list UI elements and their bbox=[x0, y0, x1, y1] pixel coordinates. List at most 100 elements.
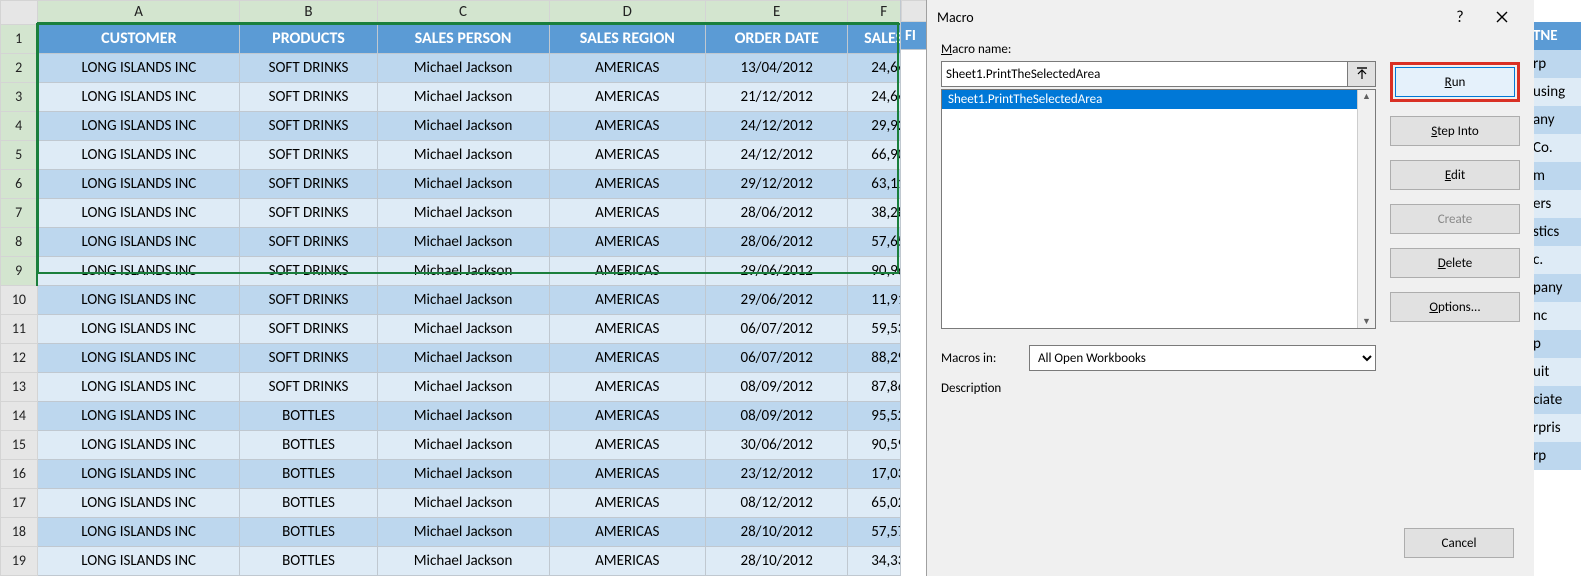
dialog-titlebar[interactable]: Macro ? bbox=[927, 0, 1534, 34]
column-header[interactable]: E bbox=[706, 1, 848, 25]
data-cell[interactable]: BOTTLES bbox=[240, 488, 377, 517]
data-cell[interactable]: Michael Jackson bbox=[377, 314, 549, 343]
data-cell[interactable]: LONG ISLANDS INC bbox=[37, 314, 240, 343]
data-cell[interactable]: Michael Jackson bbox=[377, 459, 549, 488]
cancel-button[interactable]: Cancel bbox=[1404, 528, 1514, 558]
data-cell[interactable]: SOFT DRINKS bbox=[240, 314, 377, 343]
data-cell[interactable]: LONG ISLANDS INC bbox=[37, 401, 240, 430]
macro-name-input[interactable] bbox=[941, 61, 1348, 87]
close-icon bbox=[1496, 11, 1508, 23]
data-cell[interactable]: BOTTLES bbox=[240, 430, 377, 459]
data-cell[interactable]: BOTTLES bbox=[240, 546, 377, 575]
row-header[interactable]: 14 bbox=[1, 401, 38, 430]
row-header[interactable]: 5 bbox=[1, 140, 38, 169]
data-cell[interactable]: AMERICAS bbox=[549, 517, 706, 546]
data-cell[interactable]: LONG ISLANDS INC bbox=[37, 488, 240, 517]
data-cell[interactable]: Michael Jackson bbox=[377, 546, 549, 575]
column-header[interactable]: A bbox=[37, 1, 240, 25]
data-cell[interactable]: AMERICAS bbox=[549, 459, 706, 488]
data-cell[interactable]: SOFT DRINKS bbox=[240, 285, 377, 314]
listbox-scrollbar[interactable]: ▲▼ bbox=[1357, 90, 1375, 328]
data-cell[interactable]: LONG ISLANDS INC bbox=[37, 430, 240, 459]
macros-in-select[interactable]: All Open Workbooks bbox=[1029, 345, 1376, 371]
corner-cell[interactable] bbox=[1, 1, 38, 25]
data-cell[interactable]: Michael Jackson bbox=[377, 372, 549, 401]
data-cell[interactable]: Michael Jackson bbox=[377, 488, 549, 517]
row-header[interactable]: 7 bbox=[1, 198, 38, 227]
options-button[interactable]: Options... bbox=[1390, 292, 1520, 322]
row-header[interactable]: 15 bbox=[1, 430, 38, 459]
data-cell[interactable]: AMERICAS bbox=[549, 401, 706, 430]
data-cell[interactable]: 28/10/2012 bbox=[706, 517, 848, 546]
scroll-down-icon[interactable]: ▼ bbox=[1362, 316, 1371, 327]
data-cell[interactable]: AMERICAS bbox=[549, 372, 706, 401]
data-cell[interactable]: 06/07/2012 bbox=[706, 314, 848, 343]
row-header[interactable]: 17 bbox=[1, 488, 38, 517]
row-header[interactable]: 13 bbox=[1, 372, 38, 401]
data-cell[interactable]: LONG ISLANDS INC bbox=[37, 372, 240, 401]
close-button[interactable] bbox=[1480, 2, 1524, 32]
data-cell[interactable]: 08/12/2012 bbox=[706, 488, 848, 517]
column-header[interactable]: D bbox=[549, 1, 706, 25]
row-header[interactable]: 11 bbox=[1, 314, 38, 343]
data-cell[interactable]: AMERICAS bbox=[549, 430, 706, 459]
row-header[interactable]: 3 bbox=[1, 82, 38, 111]
step-into-button[interactable]: Step Into bbox=[1390, 116, 1520, 146]
data-cell[interactable]: Michael Jackson bbox=[377, 343, 549, 372]
data-cell[interactable]: SOFT DRINKS bbox=[240, 343, 377, 372]
data-cell[interactable]: Michael Jackson bbox=[377, 517, 549, 546]
macro-name-go-button[interactable] bbox=[1348, 61, 1376, 87]
edit-button[interactable]: Edit bbox=[1390, 160, 1520, 190]
data-cell[interactable]: 23/12/2012 bbox=[706, 459, 848, 488]
data-cell[interactable]: LONG ISLANDS INC bbox=[37, 517, 240, 546]
column-header[interactable]: B bbox=[240, 1, 377, 25]
right-strip-cell: any bbox=[1531, 106, 1581, 134]
data-cell[interactable]: 06/07/2012 bbox=[706, 343, 848, 372]
row-header[interactable]: 8 bbox=[1, 227, 38, 256]
macros-in-label: Macros in: bbox=[941, 351, 1019, 366]
row-header[interactable]: 19 bbox=[1, 546, 38, 575]
data-cell[interactable]: BOTTLES bbox=[240, 459, 377, 488]
row-header[interactable]: 18 bbox=[1, 517, 38, 546]
row-header[interactable]: 12 bbox=[1, 343, 38, 372]
data-cell[interactable]: BOTTLES bbox=[240, 401, 377, 430]
row-header[interactable]: 6 bbox=[1, 169, 38, 198]
row-header[interactable]: 4 bbox=[1, 111, 38, 140]
row-header[interactable]: 2 bbox=[1, 53, 38, 82]
row-header[interactable]: 9 bbox=[1, 256, 38, 285]
help-button[interactable]: ? bbox=[1440, 8, 1480, 27]
row-header[interactable]: 16 bbox=[1, 459, 38, 488]
data-cell[interactable]: AMERICAS bbox=[549, 546, 706, 575]
data-cell[interactable]: AMERICAS bbox=[549, 488, 706, 517]
right-strip-cell: TNE bbox=[1531, 22, 1581, 50]
go-icon bbox=[1355, 67, 1369, 81]
data-cell[interactable]: SOFT DRINKS bbox=[240, 372, 377, 401]
column-header[interactable]: C bbox=[377, 1, 549, 25]
data-cell[interactable]: 30/06/2012 bbox=[706, 430, 848, 459]
row-header[interactable]: 1 bbox=[1, 24, 38, 53]
macro-listbox[interactable]: Sheet1.PrintTheSelectedArea ▲▼ bbox=[941, 89, 1376, 329]
data-cell[interactable]: Michael Jackson bbox=[377, 430, 549, 459]
data-cell[interactable]: 08/09/2012 bbox=[706, 401, 848, 430]
data-cell[interactable]: AMERICAS bbox=[549, 343, 706, 372]
data-cell[interactable]: Michael Jackson bbox=[377, 401, 549, 430]
right-strip-cell: nc bbox=[1531, 302, 1581, 330]
run-button[interactable]: Run bbox=[1395, 67, 1515, 97]
data-cell[interactable]: Michael Jackson bbox=[377, 285, 549, 314]
data-cell[interactable]: 29/06/2012 bbox=[706, 285, 848, 314]
data-cell[interactable]: LONG ISLANDS INC bbox=[37, 546, 240, 575]
data-cell[interactable]: LONG ISLANDS INC bbox=[37, 285, 240, 314]
partial-header-g: FI bbox=[901, 22, 927, 50]
data-cell[interactable]: BOTTLES bbox=[240, 517, 377, 546]
scroll-up-icon[interactable]: ▲ bbox=[1362, 91, 1371, 102]
data-cell[interactable]: LONG ISLANDS INC bbox=[37, 459, 240, 488]
macro-list-item[interactable]: Sheet1.PrintTheSelectedArea bbox=[942, 90, 1357, 109]
delete-button[interactable]: Delete bbox=[1390, 248, 1520, 278]
data-cell[interactable]: AMERICAS bbox=[549, 285, 706, 314]
data-cell[interactable]: 28/10/2012 bbox=[706, 546, 848, 575]
data-cell[interactable]: LONG ISLANDS INC bbox=[37, 343, 240, 372]
data-cell[interactable]: 08/09/2012 bbox=[706, 372, 848, 401]
data-cell[interactable]: AMERICAS bbox=[549, 314, 706, 343]
row-header[interactable]: 10 bbox=[1, 285, 38, 314]
right-strip-cell: p bbox=[1531, 330, 1581, 358]
